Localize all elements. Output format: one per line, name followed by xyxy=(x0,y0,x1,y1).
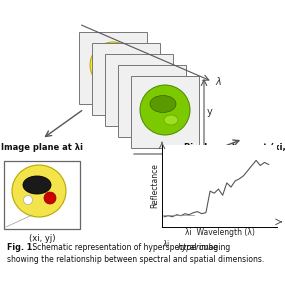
Bar xyxy=(105,54,173,126)
Ellipse shape xyxy=(90,42,136,88)
Ellipse shape xyxy=(164,115,178,125)
Ellipse shape xyxy=(99,52,123,68)
Text: (xi, yj): (xi, yj) xyxy=(29,234,55,243)
Bar xyxy=(4,161,80,229)
Ellipse shape xyxy=(99,71,107,79)
Ellipse shape xyxy=(140,85,190,135)
Bar xyxy=(79,32,147,104)
Text: Image plane at λi: Image plane at λi xyxy=(1,143,83,152)
Ellipse shape xyxy=(44,192,56,204)
Y-axis label: Reflectance: Reflectance xyxy=(150,164,159,208)
Text: Fig. 1.: Fig. 1. xyxy=(7,243,35,251)
Bar xyxy=(131,76,199,148)
X-axis label: λi  Wavelength (λ): λi Wavelength (λ) xyxy=(185,228,255,237)
Text: Pixel spectrum at (xi, yj): Pixel spectrum at (xi, yj) xyxy=(184,143,285,152)
Bar xyxy=(92,43,160,115)
Text: $\lambda$: $\lambda$ xyxy=(215,75,223,87)
Text: hypercube: hypercube xyxy=(178,243,219,251)
Ellipse shape xyxy=(23,176,51,194)
Text: x: x xyxy=(162,153,168,163)
Ellipse shape xyxy=(150,96,176,113)
Ellipse shape xyxy=(23,195,32,205)
Bar xyxy=(118,65,186,137)
Text: showing the relationship between spectral and spatial dimensions.: showing the relationship between spectra… xyxy=(7,255,264,263)
Ellipse shape xyxy=(12,165,66,217)
Ellipse shape xyxy=(117,68,127,78)
Text: $\lambda$i: $\lambda$i xyxy=(162,238,170,249)
Text: y: y xyxy=(207,107,213,117)
Text: Schematic representation of hyperspectral imaging: Schematic representation of hyperspectra… xyxy=(30,243,233,251)
